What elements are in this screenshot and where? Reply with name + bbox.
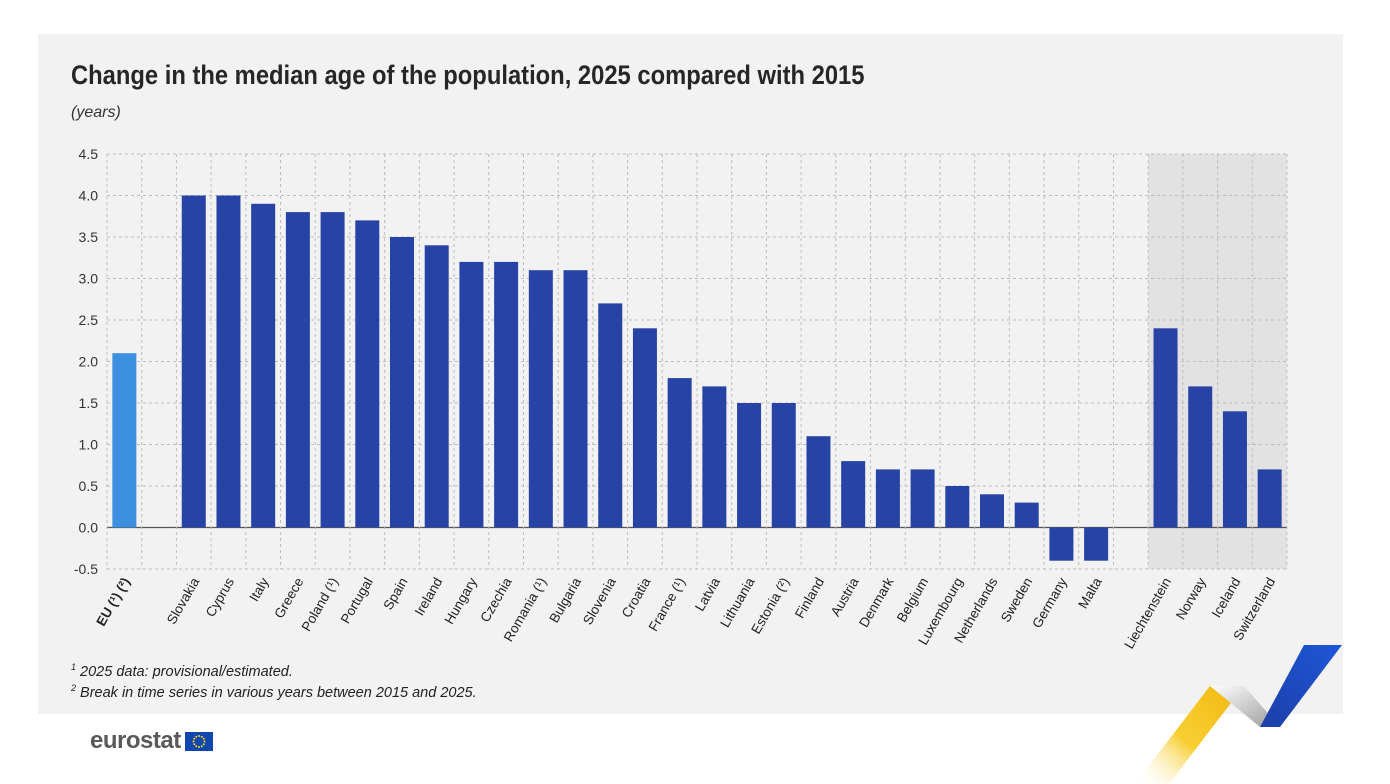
y-axis-ticks: 4.5 4.0 3.5 3.0 2.5 2.0 1.5 1.0 0.5 0.0 -0.5 (74, 146, 98, 577)
footnote-1: 1 2025 data: provisional/estimated. (71, 662, 293, 680)
bar (910, 469, 935, 528)
eurostat-logo: eurostat (90, 727, 213, 755)
bar (1049, 527, 1074, 561)
bar (355, 220, 380, 528)
bar (390, 237, 414, 528)
bar (494, 261, 519, 528)
bar (771, 403, 796, 528)
bar-chart: 4.5 4.0 3.5 3.0 2.5 2.0 1.5 1.0 0.5 0.0 -0.5 EU (¹… (74, 146, 1288, 652)
x-tick-label: Cyprus (203, 575, 237, 620)
logo-text: eurostat (90, 727, 181, 754)
x-tick-label: Latvia (692, 575, 723, 614)
x-tick-label: Belgium (894, 575, 931, 625)
y-tick-label: 3.5 (79, 229, 99, 245)
bar (632, 328, 657, 528)
x-tick-label: Ireland (412, 575, 446, 618)
x-tick-label: Italy (246, 575, 271, 604)
x-tick-label: Iceland (1209, 575, 1244, 620)
bar (667, 378, 692, 528)
chart-unit-label: (years) (71, 104, 121, 121)
x-axis-labels: EU (¹) (²) Slovakia Cyprus Italy GreecePolan… (93, 575, 1278, 652)
x-tick-label: Malta (1075, 575, 1105, 612)
y-tick-label: 1.0 (79, 437, 99, 453)
x-tick-label: Finland (792, 575, 827, 621)
x-tick-label: Croatia (619, 575, 654, 621)
bar (1188, 386, 1213, 528)
x-tick-label: Slovenia (580, 575, 619, 628)
grid-lines (106, 153, 1288, 570)
x-tick-label: Denmark (856, 575, 896, 630)
x-tick-label: Norway (1173, 575, 1209, 622)
y-tick-label: 3.0 (79, 271, 99, 287)
bar (528, 270, 553, 528)
bar (806, 436, 831, 528)
bar (459, 261, 484, 528)
y-tick-label: -0.5 (74, 561, 98, 577)
y-tick-label: 1.5 (79, 395, 99, 411)
x-tick-label: Czechia (477, 575, 515, 625)
x-tick-label: EU (¹) (²) (93, 575, 133, 629)
footnote-2: 2 Break in time series in various years … (71, 683, 477, 701)
eu-flag-icon (184, 731, 213, 751)
bar (181, 195, 206, 528)
bar (563, 270, 588, 528)
x-tick-label: Slovakia (164, 575, 203, 627)
y-tick-label: 4.0 (79, 188, 99, 204)
bar (737, 403, 762, 528)
bar (216, 195, 241, 528)
x-tick-label: Portugal (338, 575, 376, 626)
y-tick-label: 2.0 (79, 354, 99, 370)
bar (598, 303, 623, 528)
x-tick-label: Austria (828, 575, 862, 619)
bar (702, 386, 727, 528)
x-tick-label: Sweden (998, 575, 1035, 625)
x-tick-label: Bulgaria (546, 575, 584, 626)
bar (945, 486, 970, 528)
bar (1153, 328, 1178, 528)
x-tick-label: Germany (1029, 575, 1070, 631)
y-tick-label: 0.5 (79, 478, 99, 494)
x-tick-label: Greece (271, 575, 306, 621)
bar (875, 469, 900, 528)
bar (980, 494, 1004, 528)
bar (1222, 411, 1247, 528)
y-tick-label: 0.0 (79, 520, 99, 536)
bar (1084, 527, 1109, 561)
bar (251, 203, 276, 528)
bar (285, 212, 310, 528)
bar (841, 461, 866, 528)
y-tick-label: 4.5 (79, 146, 99, 162)
bar (320, 212, 345, 528)
bar (1014, 502, 1039, 528)
x-tick-label: Spain (380, 575, 410, 612)
bar-eu (112, 353, 137, 528)
bar-group (112, 195, 1282, 561)
y-tick-label: 2.5 (79, 312, 99, 328)
chart-title: Change in the median age of the populati… (71, 60, 865, 90)
bar (424, 245, 449, 528)
x-tick-label: Hungary (442, 575, 481, 627)
brand-decoration (1135, 645, 1342, 784)
bar (1257, 469, 1282, 528)
